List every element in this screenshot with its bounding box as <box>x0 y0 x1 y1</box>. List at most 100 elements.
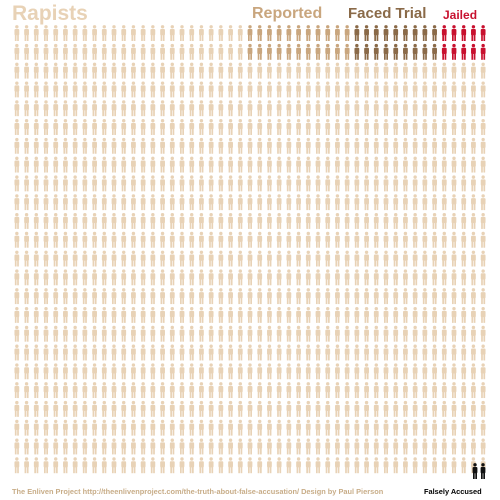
person-icon <box>92 382 97 399</box>
person-icon <box>305 438 311 455</box>
person-icon <box>131 43 136 60</box>
person-icon <box>14 194 20 211</box>
person-icon <box>33 288 39 305</box>
person-icon <box>72 419 78 436</box>
person-icon <box>257 382 263 399</box>
person-icon <box>72 156 78 173</box>
person-icon <box>101 400 107 417</box>
person-icon <box>140 457 146 474</box>
person-icon <box>247 344 253 361</box>
person-icon <box>257 363 263 380</box>
person-icon <box>101 231 107 248</box>
person-icon <box>160 156 165 173</box>
person-icon <box>403 137 408 154</box>
person-icon <box>315 137 321 154</box>
person-icon <box>383 175 389 192</box>
person-icon <box>383 344 389 361</box>
person-icon <box>286 231 292 248</box>
person-icon <box>247 119 253 135</box>
person-icon <box>82 457 88 474</box>
person-icon <box>169 137 175 154</box>
person-icon <box>160 250 165 267</box>
person-icon <box>412 231 418 248</box>
person-icon <box>53 213 59 229</box>
person-icon <box>451 457 457 474</box>
person-icon <box>451 100 457 117</box>
person-icon <box>82 250 88 267</box>
person-icon <box>276 175 282 192</box>
person-icon <box>121 363 127 380</box>
person-icon <box>412 438 418 455</box>
person-icon <box>237 419 243 436</box>
person-icon <box>412 382 418 399</box>
person-icon <box>315 288 321 305</box>
person-icon <box>72 382 78 399</box>
person-icon <box>335 363 340 380</box>
person-icon <box>160 363 165 380</box>
person-icon <box>383 419 389 436</box>
person-icon <box>325 119 331 135</box>
person-icon <box>179 175 185 192</box>
person-icon <box>305 175 311 192</box>
person-icon <box>257 231 263 248</box>
person-icon <box>441 175 447 192</box>
person-icon <box>179 363 185 380</box>
person-icon <box>199 100 204 117</box>
person-icon <box>393 100 399 117</box>
person-icon <box>373 250 379 267</box>
person-icon <box>335 43 340 60</box>
person-icon <box>286 288 292 305</box>
person-icon <box>121 100 127 117</box>
person-icon <box>228 400 233 417</box>
person-icon <box>72 119 78 135</box>
person-icon <box>432 419 437 436</box>
person-icon <box>422 288 428 305</box>
person-icon <box>422 213 428 229</box>
person-icon <box>432 231 437 248</box>
person-icon <box>267 363 272 380</box>
person-icon <box>199 250 204 267</box>
person-icon <box>82 213 88 229</box>
person-icon <box>218 62 224 79</box>
person-icon <box>315 119 321 135</box>
person-icon <box>33 438 39 455</box>
person-icon <box>461 119 467 135</box>
person-icon <box>63 213 68 229</box>
person-icon <box>305 156 311 173</box>
person-icon <box>393 175 399 192</box>
person-icon <box>373 62 379 79</box>
person-icon <box>422 250 428 267</box>
person-icon <box>441 400 447 417</box>
person-icon <box>461 344 467 361</box>
person-icon <box>412 419 418 436</box>
person-icon <box>208 100 214 117</box>
person-icon <box>276 325 282 342</box>
person-icon <box>237 100 243 117</box>
person-icon <box>228 269 233 286</box>
person-icon <box>218 382 224 399</box>
person-icon <box>160 438 165 455</box>
person-icon <box>63 137 68 154</box>
person-icon <box>228 250 233 267</box>
person-icon <box>92 43 97 60</box>
person-icon <box>199 137 204 154</box>
person-icon <box>121 269 127 286</box>
person-icon <box>422 269 428 286</box>
person-icon <box>150 119 156 135</box>
person-icon <box>131 175 136 192</box>
person-icon <box>14 43 20 60</box>
person-icon <box>480 269 486 286</box>
person-icon <box>286 43 292 60</box>
person-icon <box>412 306 418 323</box>
person-icon <box>403 269 408 286</box>
person-icon <box>364 231 369 248</box>
person-icon <box>150 363 156 380</box>
person-icon <box>72 250 78 267</box>
person-icon <box>218 325 224 342</box>
person-icon <box>140 400 146 417</box>
person-icon <box>344 156 350 173</box>
person-icon <box>305 382 311 399</box>
person-icon <box>480 175 486 192</box>
person-icon <box>43 325 49 342</box>
person-icon <box>471 175 476 192</box>
